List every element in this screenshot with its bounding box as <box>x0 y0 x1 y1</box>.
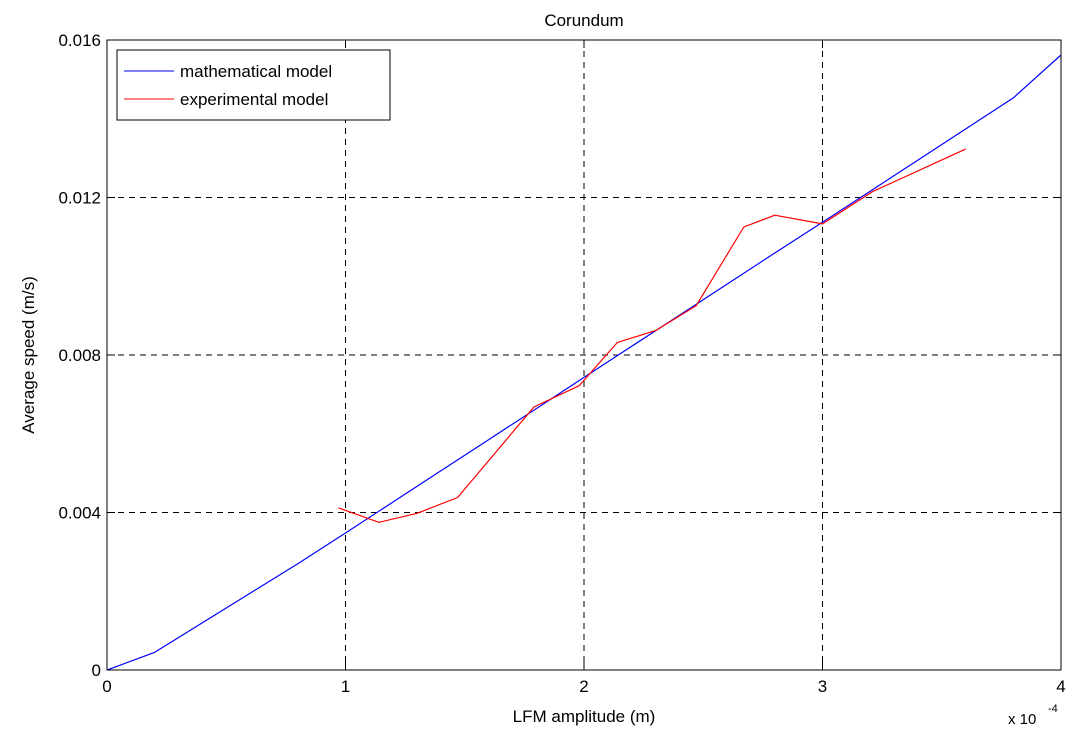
x-tick-label: 1 <box>341 677 350 696</box>
legend: mathematical model experimental model <box>116 49 391 121</box>
y-tick-label: 0.012 <box>58 189 101 208</box>
y-tick-label: 0.004 <box>58 504 101 523</box>
axis-ticks: 0 1 2 3 4 0 0.004 0.008 0.012 0.016 <box>58 31 1065 696</box>
x-tick-label: 4 <box>1056 677 1065 696</box>
grid-lines <box>107 40 1061 670</box>
y-tick-label: 0 <box>92 661 101 680</box>
x-scale-exponent: -4 <box>1048 703 1058 715</box>
x-tick-label: 2 <box>579 677 588 696</box>
series-layer <box>106 54 1062 671</box>
legend-box <box>116 49 391 121</box>
chart-title: Corundum <box>544 11 623 30</box>
x-tick-label: 0 <box>102 677 111 696</box>
legend-label-experimental-model: experimental model <box>180 90 328 109</box>
y-axis-label: Average speed (m/s) <box>19 276 38 433</box>
series-line-experimental-model <box>338 148 966 523</box>
y-tick-label: 0.008 <box>58 346 101 365</box>
x-axis-label: LFM amplitude (m) <box>513 707 656 726</box>
x-axis-scale-factor: x 10 -4 <box>1008 703 1058 728</box>
y-tick-label: 0.016 <box>58 31 101 50</box>
x-tick-label: 3 <box>818 677 827 696</box>
legend-label-mathematical-model: mathematical model <box>180 62 332 81</box>
series-line-mathematical-model <box>106 54 1062 671</box>
x-scale-base: x 10 <box>1008 711 1036 728</box>
